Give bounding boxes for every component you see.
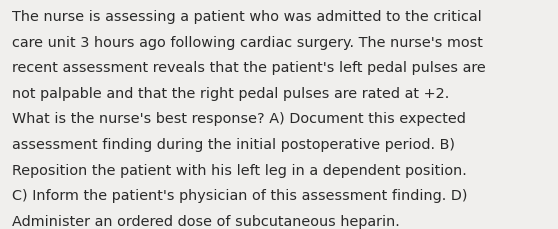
Text: C) Inform the patient's physician of this assessment finding. D): C) Inform the patient's physician of thi…: [12, 188, 468, 202]
Text: Reposition the patient with his left leg in a dependent position.: Reposition the patient with his left leg…: [12, 163, 467, 177]
Text: recent assessment reveals that the patient's left pedal pulses are: recent assessment reveals that the patie…: [12, 61, 486, 75]
Text: not palpable and that the right pedal pulses are rated at +2.: not palpable and that the right pedal pu…: [12, 87, 450, 101]
Text: What is the nurse's best response? A) Document this expected: What is the nurse's best response? A) Do…: [12, 112, 466, 126]
Text: Administer an ordered dose of subcutaneous heparin.: Administer an ordered dose of subcutaneo…: [12, 214, 400, 228]
Text: care unit 3 hours ago following cardiac surgery. The nurse's most: care unit 3 hours ago following cardiac …: [12, 36, 483, 50]
Text: assessment finding during the initial postoperative period. B): assessment finding during the initial po…: [12, 137, 455, 151]
Text: The nurse is assessing a patient who was admitted to the critical: The nurse is assessing a patient who was…: [12, 10, 482, 24]
